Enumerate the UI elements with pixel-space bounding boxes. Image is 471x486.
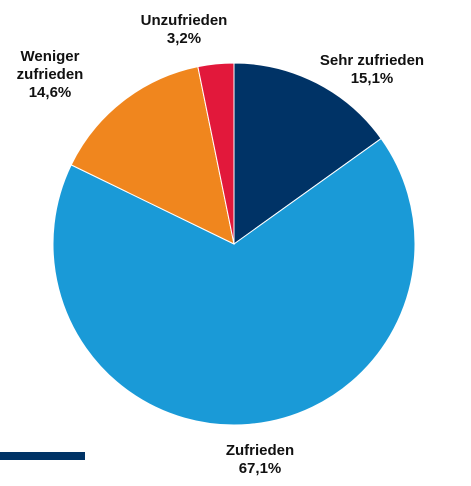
- value-label: 67,1%: [238, 460, 282, 477]
- pie-slice: [70, 66, 235, 245]
- pie-slice: [233, 62, 382, 245]
- category-label: Sehr zufrieden: [319, 52, 425, 69]
- decoration-bar: [0, 452, 85, 460]
- category-label: Unzufrieden: [140, 12, 228, 29]
- slice-label: Zufrieden 67,1%: [190, 442, 330, 478]
- slice-label: Weniger zufrieden 14,6%: [5, 48, 95, 102]
- category-label: Zufrieden: [225, 442, 295, 459]
- value-label: 3,2%: [166, 30, 202, 47]
- slice-label: Unzufrieden 3,2%: [114, 12, 254, 48]
- category-label: Weniger zufrieden: [16, 48, 84, 83]
- slice-label: Sehr zufrieden 15,1%: [302, 52, 442, 88]
- pie-slice: [197, 62, 235, 245]
- value-label: 14,6%: [28, 84, 72, 101]
- pie-slice: [52, 137, 416, 426]
- value-label: 15,1%: [350, 70, 394, 87]
